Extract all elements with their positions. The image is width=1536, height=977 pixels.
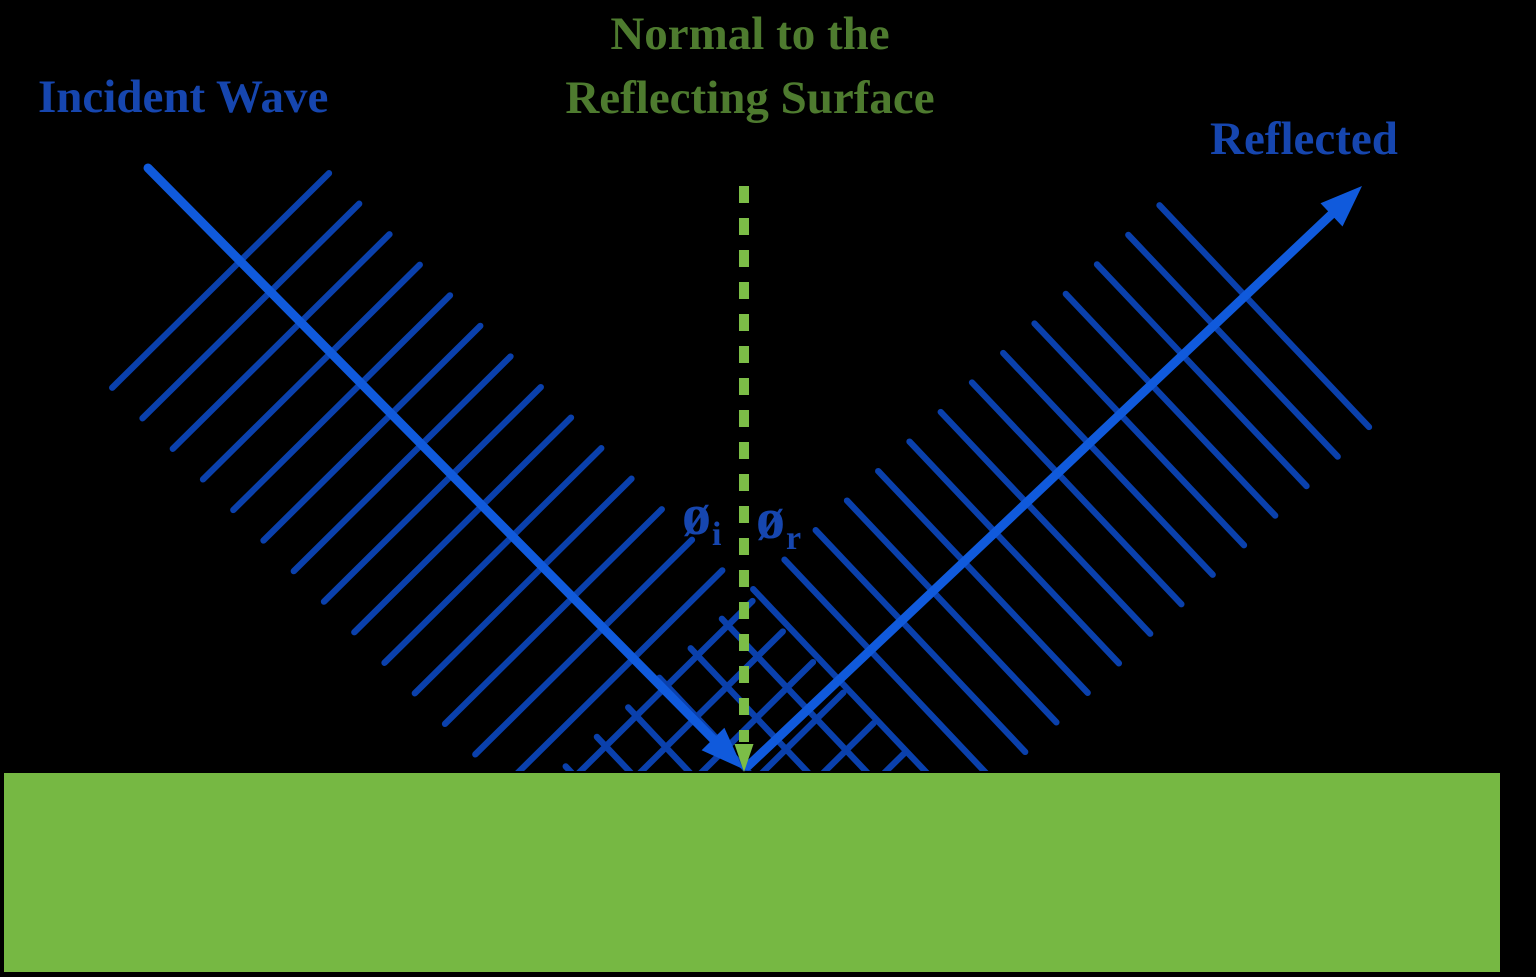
- reflected-wave-label: Reflected: [1210, 113, 1398, 165]
- incident-ray-arrowhead-icon: [701, 727, 743, 769]
- wavefront-line: [781, 556, 989, 771]
- wavefront-line: [441, 506, 665, 728]
- wavefront-line: [1062, 290, 1279, 519]
- wavefront-line: [169, 231, 393, 452]
- wavefront-line: [843, 497, 1060, 726]
- wavefront-line: [1093, 261, 1310, 490]
- normal-arrowhead-icon: [734, 744, 754, 772]
- wavefront-line: [109, 170, 333, 391]
- wavefront-line: [576, 597, 756, 771]
- angle-of-reflection-label: ør: [756, 490, 801, 556]
- wavefront-line: [1125, 231, 1341, 460]
- wavefront-line: [759, 689, 847, 771]
- wavefront-line: [625, 704, 693, 771]
- wavefront-line: [320, 383, 544, 605]
- angle-of-incidence-subscript: i: [712, 515, 722, 553]
- wavefront-line: [381, 445, 605, 666]
- wavefront-line: [750, 586, 930, 771]
- wavefront-line: [698, 658, 817, 771]
- incident-ray: [143, 163, 721, 747]
- wavefront-line: [875, 467, 1091, 696]
- wavefront-line: [820, 720, 877, 771]
- normal-label: Normal to the Reflecting Surface: [450, 2, 1050, 130]
- wavefront-line: [411, 475, 635, 697]
- wavefront-line: [687, 645, 811, 771]
- reflecting-surface: [4, 773, 1500, 972]
- wavefront-line: [139, 200, 363, 422]
- angle-of-incidence-label: øi: [682, 486, 721, 552]
- wavefront-line: [1000, 349, 1216, 578]
- wavefront-line: [906, 438, 1123, 667]
- wavefront-line: [199, 261, 423, 483]
- reflected-ray-arrowhead-icon: [1320, 186, 1362, 227]
- wavefront-line: [968, 379, 1185, 608]
- wavefront-line: [1156, 202, 1373, 431]
- wavefront-line: [515, 567, 726, 771]
- angle-of-reflection-subscript: r: [786, 519, 802, 557]
- wavefront-line: [260, 322, 484, 544]
- incident-wave-label: Incident Wave: [38, 71, 329, 123]
- incident-wavefronts: [109, 170, 907, 771]
- angle-of-reflection-symbol: ø: [756, 486, 785, 551]
- angle-of-incidence-symbol: ø: [682, 482, 711, 547]
- normal-label-line1: Normal to the: [610, 8, 890, 60]
- normal-label-line2: Reflecting Surface: [565, 72, 935, 124]
- reflected-ray: [743, 206, 1340, 771]
- wavefront-line: [351, 414, 575, 636]
- wavefront-line: [812, 527, 1029, 756]
- wavefront-line: [230, 292, 454, 514]
- wavefront-line: [937, 408, 1154, 637]
- wavefront-line: [1031, 320, 1248, 549]
- wavefront-line: [472, 536, 696, 758]
- wavefront-line: [718, 615, 871, 771]
- wavefront-line: [290, 353, 514, 575]
